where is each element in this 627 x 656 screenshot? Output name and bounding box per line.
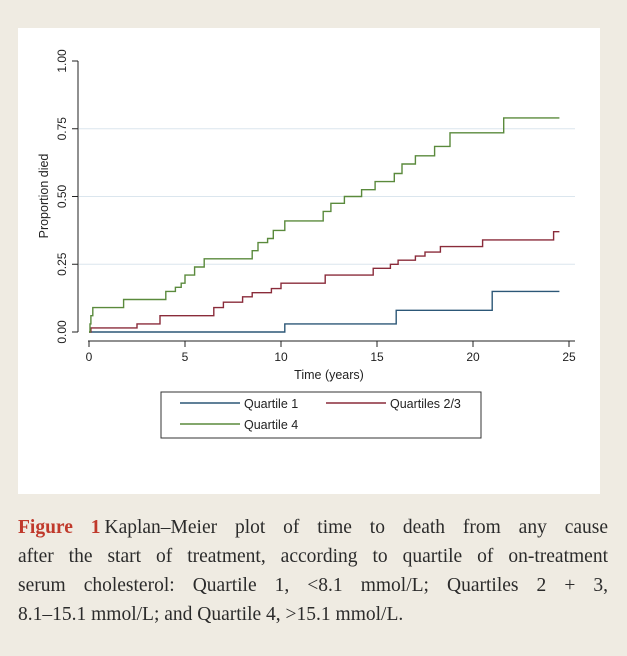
km-chart: 0.00 0.25 0.50 0.75 1.00 0 5 10 15 20 25 Time (yea… [37,49,576,439]
legend: Quartile 1 Quartiles 2/3 Quartile 4 [160,391,482,439]
y-tick-label: 0.75 [55,117,69,141]
y-tick-label: 0.00 [55,320,69,344]
grid-layer [79,128,575,265]
figure-caption: Figure 1 Kaplan–Meier plot of time to dea… [18,513,608,629]
ticks-layer: 0.00 0.25 0.50 0.75 1.00 0 5 10 15 20 25 [55,49,576,364]
legend-label-quartile-4: Quartile 4 [244,418,298,432]
legend-label-quartile-1: Quartile 1 [244,397,298,411]
series-layer [89,117,560,333]
caption-line-3: serum cholesterol: Quartile 1, <8.1 mmol… [18,575,608,596]
caption-line-4: 8.1–15.1 mmol/L; and Quartile 4, >15.1 m… [18,604,404,625]
x-tick-label: 5 [182,350,189,364]
x-tick-label: 20 [466,350,480,364]
series-line-quartile-4 [89,117,560,333]
figure-panel: 0.00 0.25 0.50 0.75 1.00 0 5 10 15 20 25 Time (yea… [18,28,600,494]
x-tick-label: 25 [562,350,576,364]
y-tick-label: 0.25 [55,252,69,276]
y-axis-title: Proportion died [37,154,51,239]
legend-label-quartiles-2-3: Quartiles 2/3 [390,397,461,411]
series-line-quartiles-2-3 [89,231,560,333]
x-tick-label: 10 [274,350,288,364]
x-axis-title: Time (years) [294,368,364,382]
figure-label: Figure 1 [18,517,101,538]
caption-line-1: Kaplan–Meier plot of time to death from … [104,517,609,538]
y-tick-label: 1.00 [55,49,69,73]
y-tick-label: 0.50 [55,184,69,208]
x-tick-label: 0 [86,350,93,364]
series-line-quartile-1 [89,290,560,333]
legend-box [160,391,482,439]
x-tick-label: 15 [370,350,384,364]
caption-line-2: after the start of treatment, according … [18,546,608,567]
